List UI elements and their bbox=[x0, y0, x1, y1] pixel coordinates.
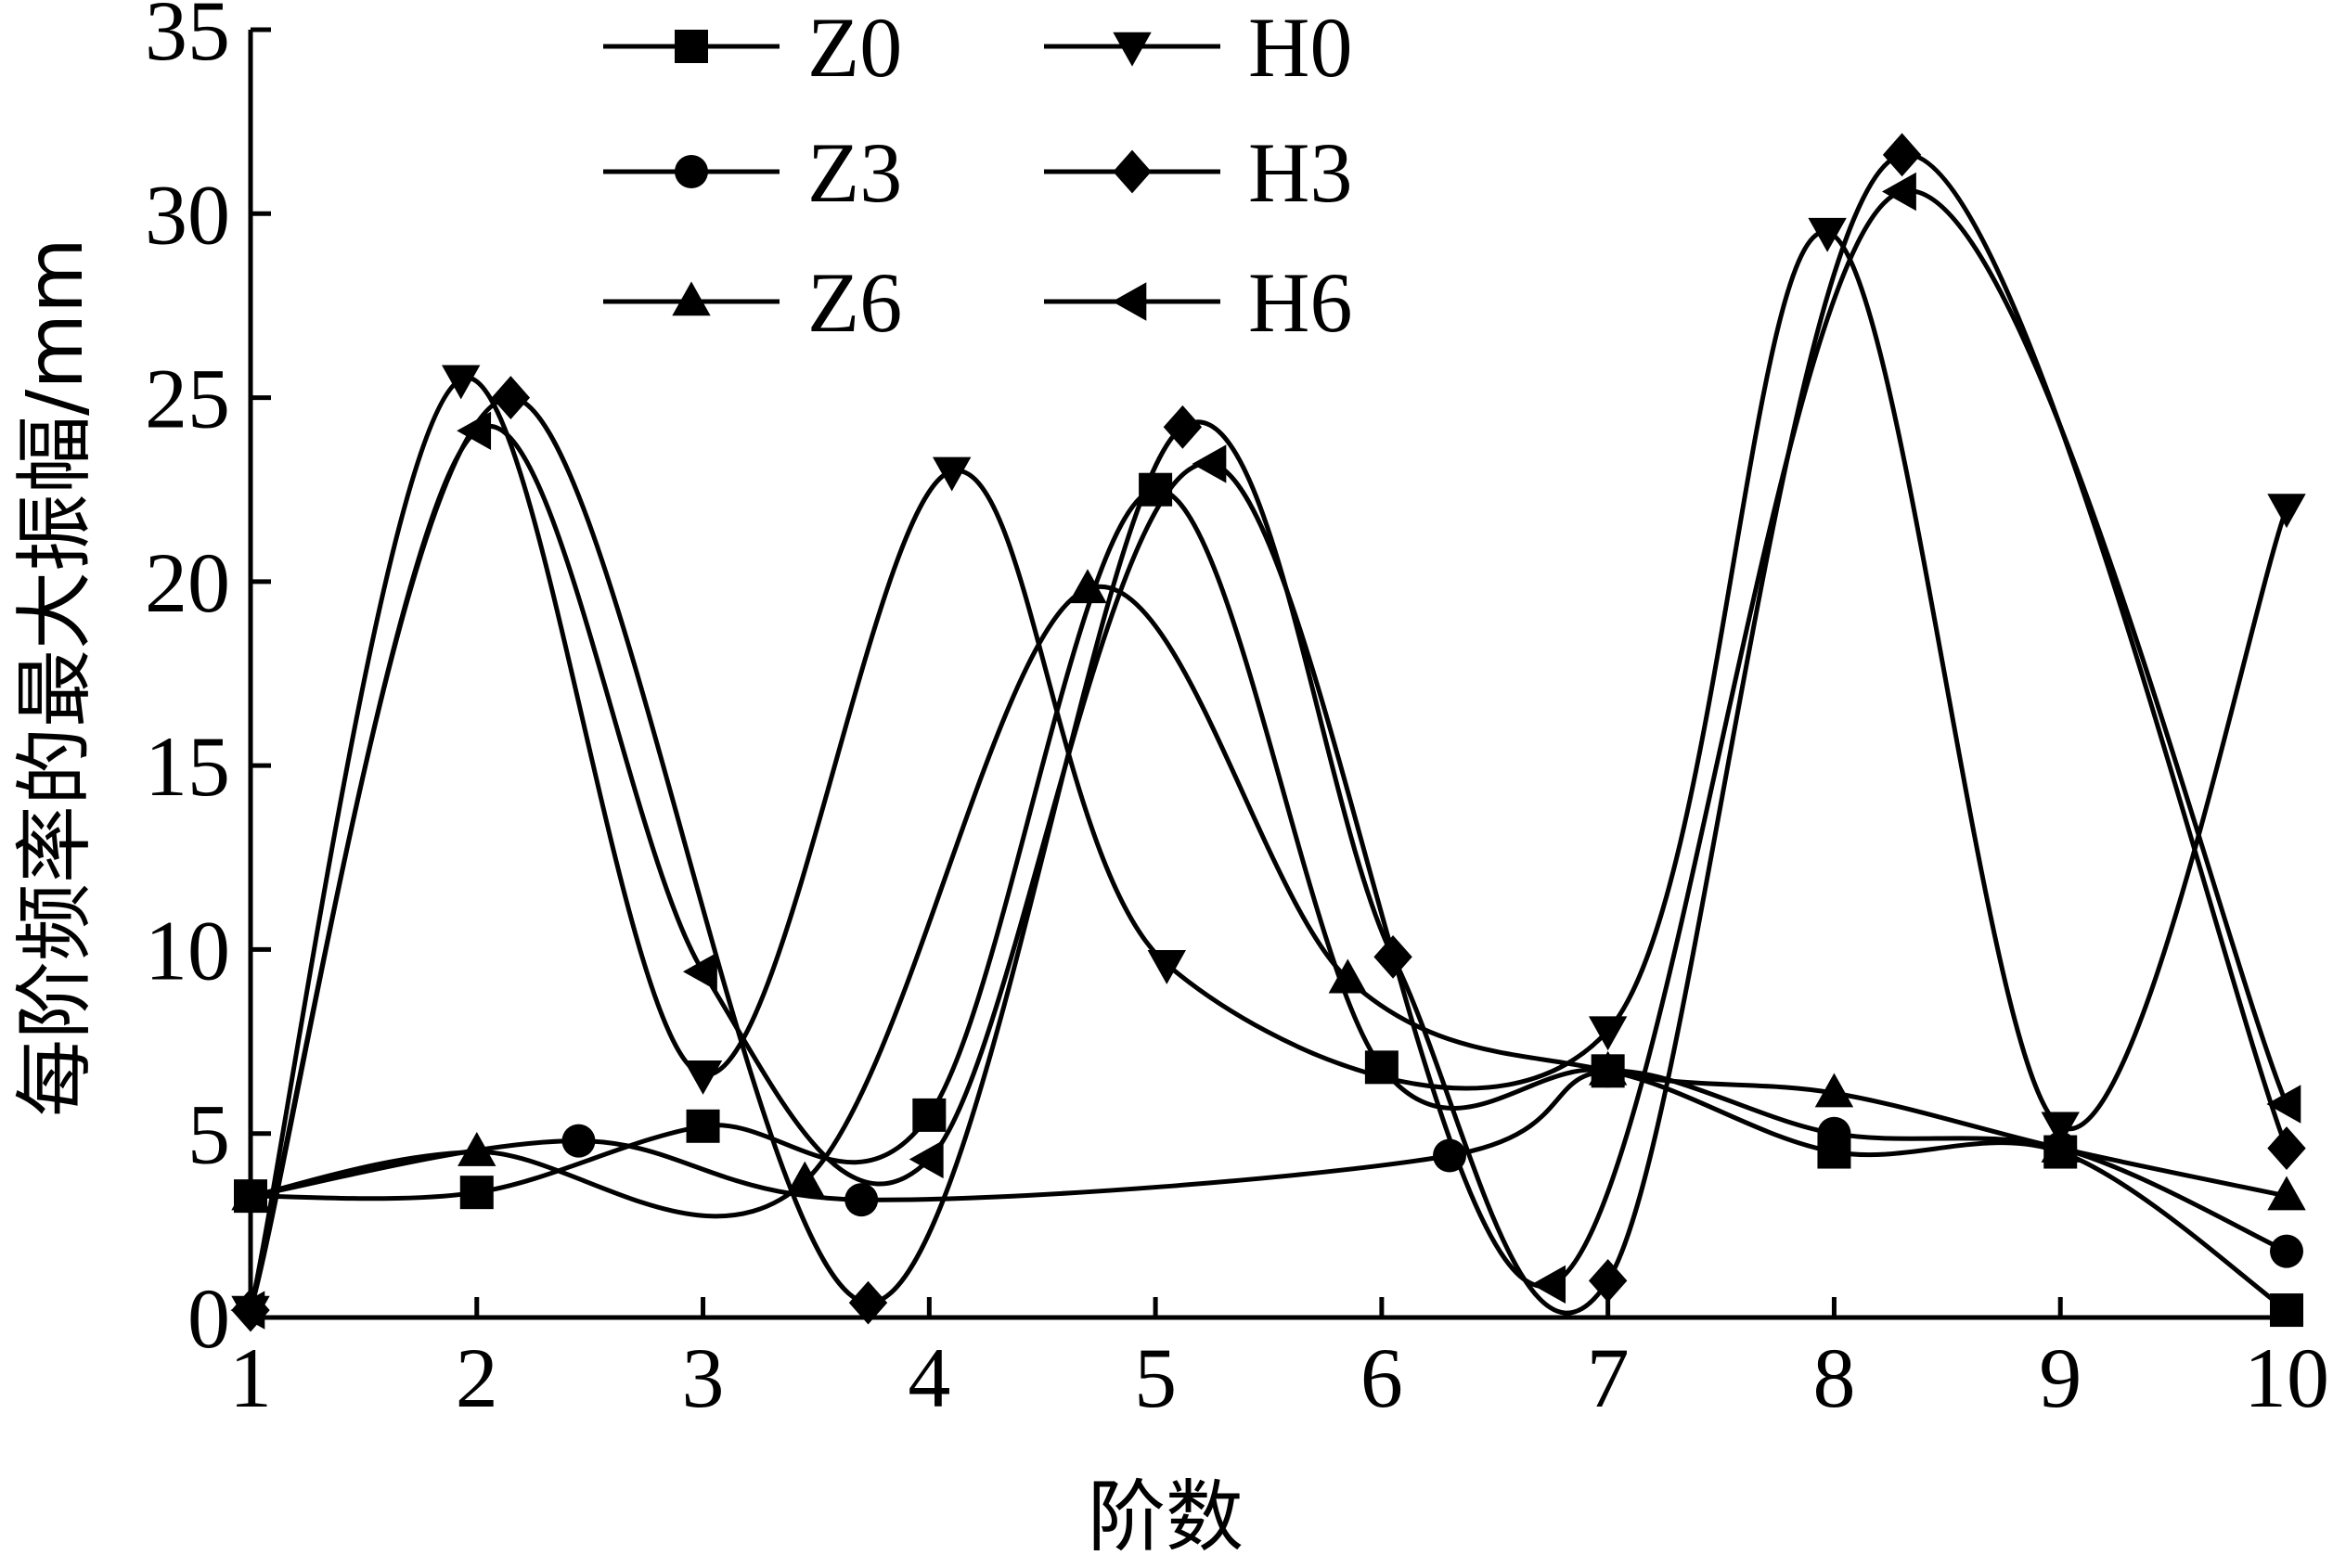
data-point-Z6-1 bbox=[458, 1131, 496, 1166]
series-line-H6 bbox=[248, 188, 2289, 1311]
x-tick-label-8: 8 bbox=[1812, 1330, 1855, 1425]
data-point-Z3-1 bbox=[561, 1124, 596, 1158]
data-point-H0-3 bbox=[933, 456, 972, 492]
data-point-Z6-6 bbox=[1814, 1073, 1854, 1108]
data-point-H3-1 bbox=[491, 376, 531, 419]
y-tick-label-0: 0 bbox=[187, 1271, 230, 1366]
legend-marker-H3 bbox=[1113, 149, 1152, 194]
data-point-H0-1 bbox=[442, 365, 481, 400]
data-point-H3-2 bbox=[848, 1280, 888, 1325]
data-point-H0-7 bbox=[2041, 1112, 2080, 1147]
legend-marker-Z0 bbox=[675, 30, 708, 63]
data-point-Z3-7 bbox=[2270, 1234, 2303, 1268]
data-point-H0-2 bbox=[683, 1060, 723, 1095]
legend-item-Z6: Z6 bbox=[603, 255, 902, 350]
data-point-Z6-0 bbox=[231, 1176, 270, 1211]
x-tick-label-10: 10 bbox=[2244, 1330, 2329, 1425]
x-axis-title: 阶数 bbox=[1088, 1472, 1244, 1562]
legend-item-H0: H0 bbox=[1044, 0, 1352, 95]
series-H6 bbox=[230, 172, 2301, 1330]
x-tick-label-6: 6 bbox=[1360, 1330, 1403, 1425]
data-point-Z6-3 bbox=[1068, 569, 1107, 604]
legend: Z0 Z3 Z6 H0 H3 H6 bbox=[603, 0, 1352, 350]
data-point-Z0-1 bbox=[459, 1176, 494, 1210]
data-point-H6-7 bbox=[2266, 1085, 2301, 1124]
y-tick-label-15: 15 bbox=[145, 719, 230, 814]
data-point-H6-6 bbox=[1881, 172, 1916, 212]
data-point-Z6-4 bbox=[1328, 958, 1368, 994]
legend-marker-Z6 bbox=[672, 281, 711, 316]
x-tick-label-3: 3 bbox=[682, 1330, 725, 1425]
data-point-Z3-5 bbox=[1817, 1116, 1851, 1150]
y-tick-label-10: 10 bbox=[145, 903, 230, 997]
data-point-Z6-2 bbox=[785, 1161, 824, 1196]
data-point-Z6-8 bbox=[2267, 1176, 2306, 1211]
x-tick-label-4: 4 bbox=[908, 1330, 950, 1425]
y-axis-title: 每阶频率的最大振幅/mm bbox=[9, 238, 100, 1117]
series-Z3 bbox=[234, 1054, 2303, 1268]
data-point-H6-0 bbox=[230, 1291, 265, 1330]
data-point-Z6-5 bbox=[1588, 1050, 1628, 1086]
x-tick-label-2: 2 bbox=[456, 1330, 498, 1425]
data-point-Z0-2 bbox=[686, 1109, 720, 1143]
data-point-H0-8 bbox=[2267, 494, 2306, 529]
legend-label-H0: H0 bbox=[1248, 0, 1352, 95]
legend-label-Z6: Z6 bbox=[807, 255, 902, 350]
legend-marker-H6 bbox=[1112, 282, 1147, 321]
series-Z6 bbox=[231, 569, 2306, 1219]
legend-item-Z3: Z3 bbox=[603, 125, 902, 220]
data-point-Z0-3 bbox=[912, 1098, 947, 1132]
legend-item-H6: H6 bbox=[1044, 255, 1352, 350]
data-point-H3-5 bbox=[1588, 1258, 1628, 1303]
y-tick-label-30: 30 bbox=[145, 167, 230, 262]
chart-axes: 0 5 10 15 20 25 30 35 1 2 3 4 5 6 7 8 9 10 bbox=[145, 0, 2329, 1425]
legend-label-Z0: Z0 bbox=[807, 0, 902, 95]
data-point-H0-5 bbox=[1588, 1016, 1628, 1051]
series-layer bbox=[230, 133, 2306, 1332]
series-line-Z3 bbox=[250, 1068, 2288, 1253]
series-line-Z0 bbox=[250, 487, 2288, 1313]
data-point-H0-6 bbox=[1808, 217, 1847, 252]
data-point-H3-3 bbox=[1163, 405, 1203, 449]
y-tick-label-20: 20 bbox=[145, 535, 230, 630]
legend-label-H3: H3 bbox=[1248, 125, 1352, 220]
data-point-H6-4 bbox=[1192, 444, 1227, 483]
data-point-H6-2 bbox=[682, 952, 717, 991]
data-point-H6-1 bbox=[457, 411, 492, 450]
data-point-H0-4 bbox=[1147, 949, 1186, 984]
legend-marker-Z3 bbox=[675, 155, 708, 188]
data-point-Z0-9 bbox=[2270, 1293, 2303, 1328]
x-tick-label-9: 9 bbox=[2039, 1330, 2082, 1425]
data-point-H6-5 bbox=[1531, 1265, 1566, 1305]
series-line-H0 bbox=[248, 229, 2289, 1311]
y-tick-label-5: 5 bbox=[187, 1087, 230, 1182]
x-tick-label-7: 7 bbox=[1587, 1330, 1630, 1425]
legend-label-Z3: Z3 bbox=[807, 125, 902, 220]
legend-item-Z0: Z0 bbox=[603, 0, 902, 95]
x-tick-label-1: 1 bbox=[229, 1330, 272, 1425]
series-line-Z6 bbox=[250, 584, 2288, 1219]
data-point-H6-3 bbox=[909, 1139, 944, 1179]
legend-item-H3: H3 bbox=[1044, 125, 1352, 220]
series-Z0 bbox=[234, 472, 2303, 1328]
data-point-H3-7 bbox=[2267, 1126, 2306, 1170]
data-point-Z3-2 bbox=[844, 1183, 879, 1217]
y-tick-label-25: 25 bbox=[145, 352, 230, 446]
legend-label-H6: H6 bbox=[1248, 255, 1352, 350]
y-tick-label-35: 35 bbox=[145, 0, 230, 78]
x-tick-label-5: 5 bbox=[1134, 1330, 1177, 1425]
legend-marker-H0 bbox=[1113, 32, 1152, 67]
data-point-H3-6 bbox=[1882, 133, 1922, 177]
